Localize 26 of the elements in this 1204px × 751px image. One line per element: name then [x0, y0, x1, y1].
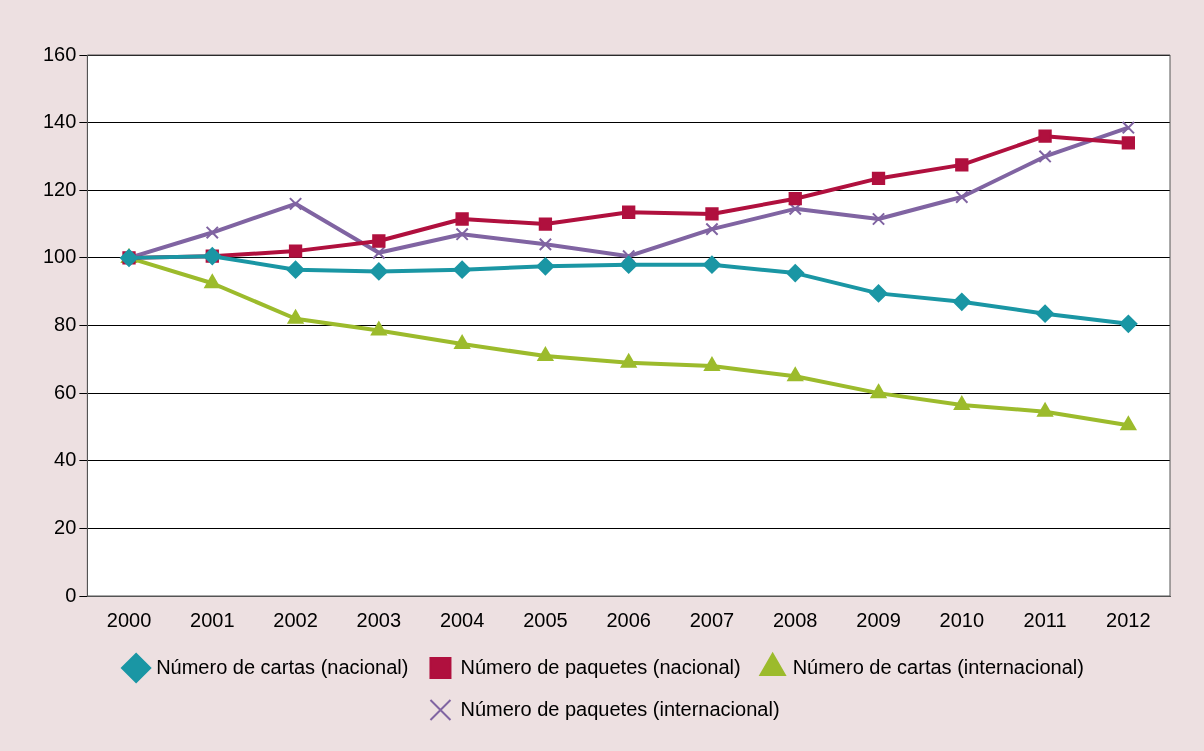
- legend-label: Número de cartas (internacional): [792, 655, 1084, 678]
- y-tick-label: 80: [54, 313, 77, 336]
- x-tick-label: 2007: [689, 608, 735, 631]
- x-tick-label: 2011: [1023, 608, 1067, 631]
- y-tick-label: 0: [65, 583, 77, 606]
- legend-label: Número de paquetes (internacional): [460, 697, 780, 720]
- x-tick-label: 2001: [190, 608, 235, 631]
- x-tick-label: 2003: [356, 608, 402, 631]
- y-tick-label: 140: [42, 110, 77, 133]
- y-tick-label: 20: [54, 515, 77, 538]
- y-tick-label: 120: [42, 177, 77, 200]
- x-tick-label: 2012: [1106, 608, 1151, 631]
- x-tick-label: 2005: [523, 608, 568, 631]
- x-tick-label: 2009: [856, 608, 901, 631]
- x-tick-label: 2008: [772, 608, 818, 631]
- x-tick-label: 2002: [273, 608, 318, 631]
- x-tick-label: 2000: [106, 608, 152, 631]
- x-tick-label: 2010: [939, 608, 985, 631]
- legend-label: Número de cartas (nacional): [156, 655, 409, 678]
- x-tick-label: 2004: [439, 608, 485, 631]
- y-tick-label: 160: [42, 42, 77, 65]
- x-tick-label: 2006: [606, 608, 651, 631]
- legend-label: Número de paquetes (nacional): [460, 655, 741, 678]
- y-tick-label: 100: [42, 245, 77, 268]
- y-tick-label: 40: [54, 448, 77, 471]
- y-tick-label: 60: [54, 380, 77, 403]
